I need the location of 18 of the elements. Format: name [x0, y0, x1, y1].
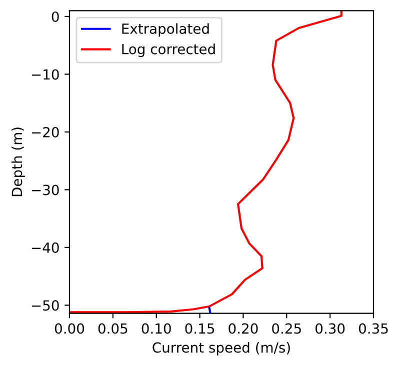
x-tick-label: 0.25	[272, 323, 301, 334]
y-tick-label: −20	[32, 126, 59, 138]
y-axis-title: Depth (m)	[11, 128, 25, 196]
legend-label: Extrapolated	[122, 23, 209, 37]
x-tick-label: 0.10	[142, 323, 171, 334]
x-tick-label: 0.00	[54, 323, 84, 334]
y-tick-label: −40	[32, 242, 59, 253]
x-tick-label: 0.35	[358, 323, 388, 334]
legend-label: Log corrected	[122, 44, 215, 58]
x-tick-label: 0.20	[228, 323, 258, 334]
x-tick-label: 0.05	[98, 323, 128, 334]
y-tick-label: −30	[32, 184, 59, 196]
y-tick-label: −50	[32, 300, 59, 311]
x-axis-title: Current speed (m/s)	[152, 342, 290, 356]
y-tick-label: 0	[52, 11, 59, 22]
x-tick-label: 0.30	[316, 323, 345, 334]
x-tick-label: 0.15	[185, 323, 214, 334]
y-tick-label: −10	[32, 69, 59, 80]
